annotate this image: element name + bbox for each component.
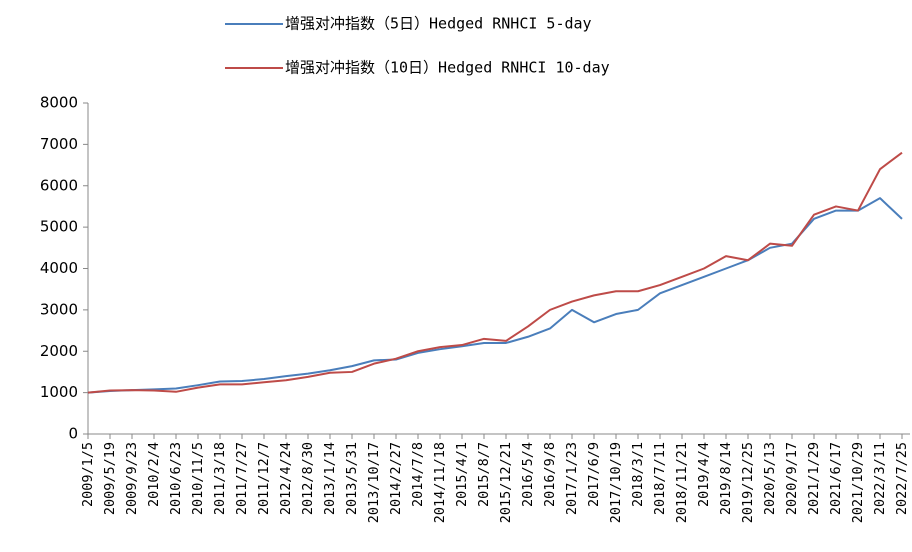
x-tick-label: 2011/12/7 — [256, 442, 272, 515]
x-tick-label: 2017/10/19 — [608, 442, 624, 523]
x-tick-label: 2018/11/21 — [674, 442, 690, 523]
x-tick-label: 2016/5/4 — [520, 442, 536, 507]
x-tick-label: 2011/3/18 — [212, 442, 228, 515]
x-tick-label: 2012/4/24 — [278, 442, 294, 515]
x-tick-label: 2022/3/11 — [872, 442, 888, 515]
x-tick-label: 2013/5/31 — [344, 442, 360, 515]
y-tick-label: 8000 — [40, 94, 78, 112]
x-tick-label: 2015/12/21 — [498, 442, 514, 523]
x-tick-label: 2014/2/27 — [388, 442, 404, 515]
x-tick-label: 2013/1/14 — [322, 442, 338, 515]
x-tick-label: 2015/8/7 — [476, 442, 492, 507]
x-tick-label: 2013/10/17 — [366, 442, 382, 523]
x-tick-label: 2021/1/29 — [806, 442, 822, 515]
y-tick-label: 4000 — [40, 259, 78, 277]
x-tick-label: 2017/1/23 — [564, 442, 580, 515]
x-tick-label: 2014/11/18 — [432, 442, 448, 523]
x-tick-label: 2010/11/5 — [190, 442, 206, 515]
y-tick-label: 2000 — [40, 342, 78, 360]
x-tick-label: 2011/7/27 — [234, 442, 250, 515]
x-tick-label: 2010/2/4 — [146, 442, 162, 507]
y-tick-label: 3000 — [40, 300, 78, 318]
x-tick-label: 2009/9/23 — [124, 442, 140, 515]
x-tick-label: 2009/1/5 — [80, 442, 96, 507]
series-line — [87, 151, 903, 394]
x-tick-label: 2021/6/17 — [828, 442, 844, 515]
x-tick-label: 2018/7/11 — [652, 442, 668, 515]
y-tick-label: 7000 — [40, 135, 78, 153]
x-tick-label: 2020/9/17 — [784, 442, 800, 515]
x-tick-label: 2014/7/8 — [410, 442, 426, 507]
y-tick-label: 1000 — [40, 383, 78, 401]
x-tick-label: 2017/6/9 — [586, 442, 602, 507]
y-tick-label: 0 — [68, 425, 78, 443]
series-line — [87, 197, 903, 394]
x-tick-label: 2019/4/4 — [696, 442, 712, 507]
x-tick-label: 2019/12/25 — [740, 442, 756, 523]
x-tick-label: 2016/9/8 — [542, 442, 558, 507]
x-tick-label: 2010/6/23 — [168, 442, 184, 515]
x-tick-label: 2018/3/1 — [630, 442, 646, 507]
legend-label: 增强对冲指数（10日）Hedged RNHCI 10-day — [285, 59, 610, 77]
x-tick-label: 2009/5/19 — [102, 442, 118, 515]
x-tick-label: 2012/8/30 — [300, 442, 316, 515]
x-tick-label: 2021/10/29 — [850, 442, 866, 523]
x-tick-label: 2019/8/14 — [718, 442, 734, 515]
y-tick-label: 5000 — [40, 218, 78, 236]
x-tick-label: 2015/4/1 — [454, 442, 470, 507]
x-tick-label: 2020/5/13 — [762, 442, 778, 515]
x-tick-label: 2022/7/25 — [894, 442, 910, 515]
legend-label: 增强对冲指数（5日）Hedged RNHCI 5-day — [285, 15, 592, 33]
y-tick-label: 6000 — [40, 176, 78, 194]
